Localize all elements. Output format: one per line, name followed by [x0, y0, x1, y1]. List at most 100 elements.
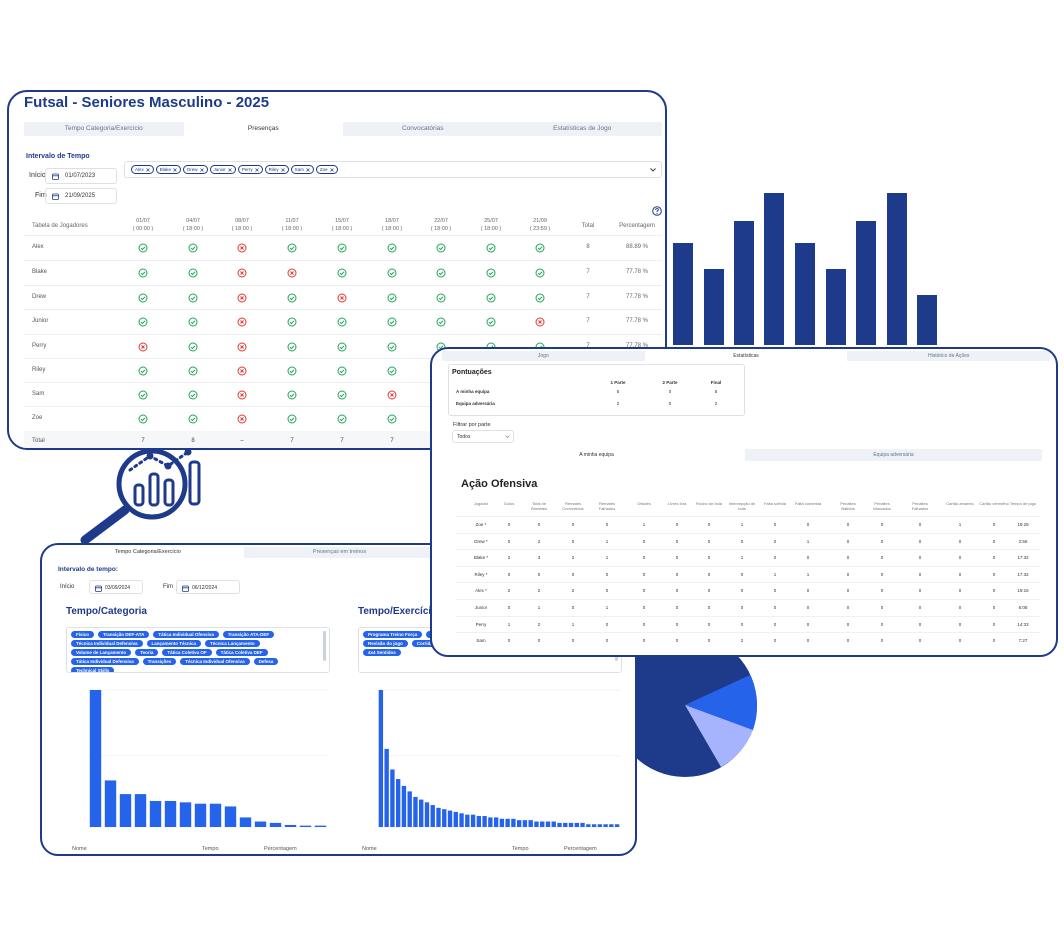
- category-chip[interactable]: Lançamento Técnica: [146, 640, 202, 647]
- time-header: ( 18:00 ): [281, 226, 303, 232]
- category-chip[interactable]: Technical Skills: [71, 667, 115, 672]
- filter-label: Filtrar por parte: [453, 422, 491, 428]
- category-chip[interactable]: 4x4 Sentidos: [363, 649, 401, 656]
- player-chip[interactable]: Riley: [264, 165, 289, 174]
- chip-label: Drew: [187, 167, 198, 172]
- row-divider: [456, 599, 1040, 600]
- category-chip[interactable]: Revisão do jogo: [363, 640, 408, 647]
- bar: [453, 811, 458, 827]
- category-chip[interactable]: Transições: [142, 658, 177, 665]
- stat-header: Falta cometida: [794, 501, 822, 506]
- bar: [563, 822, 568, 827]
- status-check: [488, 246, 494, 251]
- status-ring: [337, 317, 347, 327]
- tab[interactable]: Tempo Categoria/Exercício: [52, 547, 244, 558]
- status-cross: [240, 417, 244, 421]
- chip-label: Zoe: [319, 167, 328, 172]
- player-chip[interactable]: Blake: [155, 165, 182, 174]
- category-chip[interactable]: Técnica Individual Ofensiva: [180, 658, 250, 665]
- player-chip[interactable]: Sam: [290, 165, 314, 174]
- stat-value: 0: [880, 522, 884, 527]
- stat-value: 0: [507, 638, 511, 644]
- stat-value: 1: [806, 538, 810, 544]
- tab[interactable]: A minha equipa: [448, 449, 745, 461]
- stat-value: 0: [918, 605, 922, 610]
- tab[interactable]: Presenças: [183, 122, 343, 136]
- tab[interactable]: Estatísticas de Jogo: [553, 125, 612, 132]
- status-check: [537, 246, 543, 251]
- category-chip[interactable]: Tática Individual Defensiva: [71, 658, 139, 665]
- category-chip[interactable]: Tática Coletiva DEF: [215, 649, 268, 656]
- time-header: ( 18:00 ): [231, 226, 253, 232]
- tab[interactable]: Convocatórias: [401, 125, 444, 132]
- attendance-absent: [237, 317, 247, 327]
- tab[interactable]: Histórico de Ações: [927, 353, 970, 359]
- category-chip[interactable]: Tática Individual Ofensiva: [153, 631, 219, 638]
- status-check: [438, 320, 444, 325]
- bar-chart: [378, 689, 620, 828]
- attendance-absent: [237, 243, 247, 253]
- attendance-present: [387, 366, 397, 376]
- category-chip[interactable]: Físico: [71, 631, 95, 638]
- category-chip[interactable]: Volume de Lançamento: [71, 649, 132, 656]
- row-divider: [24, 309, 662, 310]
- player-chip[interactable]: Alex: [131, 165, 154, 174]
- status-ring: [387, 268, 397, 278]
- date-header: 22/07: [434, 218, 448, 224]
- scores-title: Pontuações: [452, 369, 492, 376]
- category-chip[interactable]: Programa Treino Força: [363, 631, 423, 638]
- status-ring: [337, 268, 347, 278]
- stat-value: 0: [507, 571, 511, 577]
- stat-value: 0: [918, 588, 922, 594]
- category-filter[interactable]: Físico Transição DEF-ATA Tática Individual…: [66, 627, 330, 673]
- stat-value: 1: [773, 571, 777, 577]
- interval-label: Intervalo de Tempo: [26, 153, 90, 160]
- category-chip[interactable]: Transição DEF-ATA: [98, 631, 150, 638]
- tab[interactable]: Equipa adversária: [873, 452, 914, 458]
- chip-label: Blake: [159, 167, 172, 172]
- status-ring: [337, 366, 347, 376]
- tab[interactable]: Estatísticas: [644, 351, 848, 361]
- attendance-present: [387, 317, 397, 327]
- category-chip[interactable]: Corrida: [411, 640, 438, 647]
- player-chip[interactable]: Perry: [237, 165, 263, 174]
- player-chip[interactable]: Zoe: [315, 165, 338, 174]
- tab[interactable]: Presenças em treinos: [312, 549, 367, 555]
- player-chip[interactable]: Drew: [183, 165, 208, 174]
- status-ring: [387, 317, 397, 327]
- player-filter[interactable]: Alex Blake Drew Junior Perry Riley Sam Zoe: [124, 161, 662, 178]
- date-header: 15/07: [335, 218, 349, 224]
- stat-value: 0: [880, 571, 884, 577]
- category-chip[interactable]: Teoria: [135, 649, 159, 656]
- stat-value: 0: [675, 571, 679, 577]
- stat-value: 0: [846, 638, 850, 644]
- stat-value: 2: [537, 538, 541, 544]
- filter-select[interactable]: [452, 430, 514, 443]
- tab[interactable]: Jogo: [537, 353, 549, 359]
- category-chip[interactable]: Técnica Lançamento: [205, 640, 260, 647]
- status-ring: [535, 293, 545, 303]
- column-header: Percentagem: [564, 846, 597, 852]
- status-ring: [188, 243, 198, 253]
- stat-header: Livres fora: [667, 501, 687, 506]
- stat-header: Ofsides: [637, 501, 651, 506]
- status-ring: [486, 268, 496, 278]
- panel-title: Futsal - Seniores Masculino - 2025: [24, 94, 270, 111]
- chip-remove: [173, 167, 177, 172]
- status-ring: [535, 317, 545, 327]
- stat-header: Cartão amarelo: [946, 501, 974, 506]
- attendance-present: [337, 414, 347, 424]
- stat-value: 0: [806, 588, 810, 594]
- category-chip[interactable]: Transição ATA-DEF: [222, 631, 275, 638]
- player-chip[interactable]: Junior: [209, 165, 236, 174]
- category-chip[interactable]: Tática Coletiva OF: [162, 649, 212, 656]
- category-chip[interactable]: Defesa: [253, 658, 279, 665]
- category-chip[interactable]: Técnica Individual Defensiva: [71, 640, 143, 647]
- status-cross: [240, 320, 244, 324]
- deco-bar: [856, 221, 876, 345]
- bar: [194, 803, 207, 827]
- status-cross: [340, 296, 344, 300]
- tab[interactable]: Tempo Categoria/Exercício: [64, 125, 143, 132]
- attendance-present: [436, 268, 446, 278]
- status-ring: [188, 390, 198, 400]
